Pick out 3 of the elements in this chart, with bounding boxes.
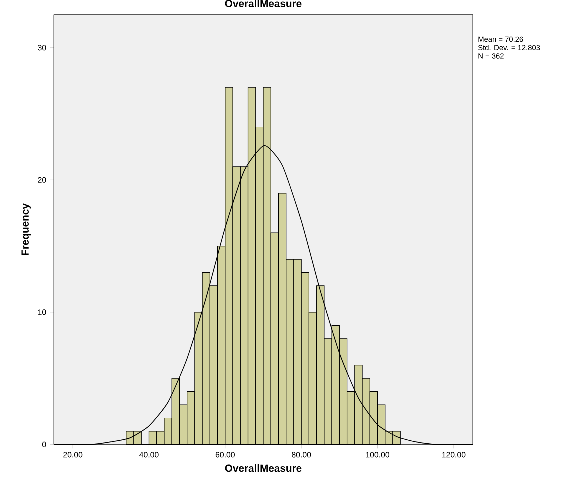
chart-title: OverallMeasure	[225, 0, 302, 8]
y-axis-title: Frequency	[22, 204, 32, 256]
x-axis-title: OverallMeasure	[225, 464, 302, 472]
